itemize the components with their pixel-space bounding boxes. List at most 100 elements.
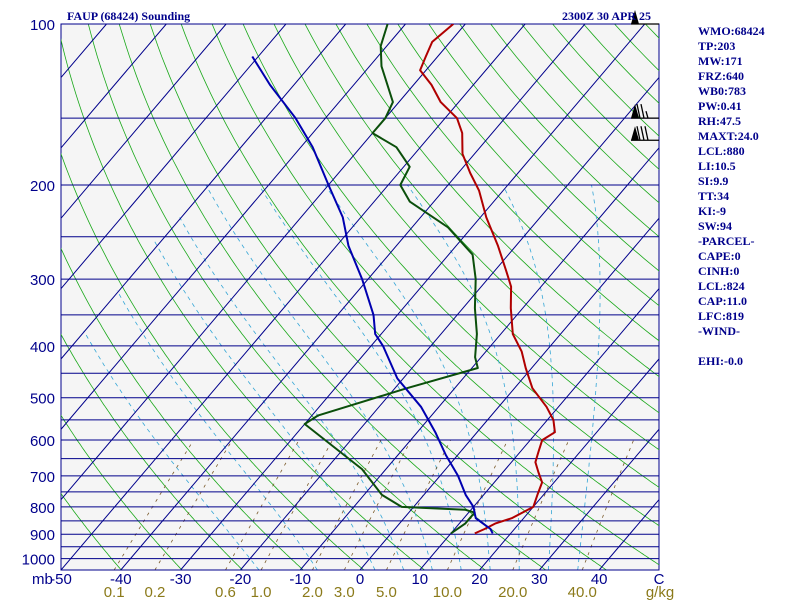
index-value: -PARCEL- [698, 234, 754, 248]
temperature-tick-label: -50 [50, 571, 72, 588]
dry-adiabat [211, 24, 659, 527]
mixing-ratio-line [581, 439, 634, 570]
temperature-tick-label: -40 [110, 571, 132, 588]
dry-adiabat [273, 24, 659, 451]
isotherm [479, 358, 659, 570]
isotherm [61, 24, 526, 570]
temperature-tick-label: 30 [531, 571, 548, 588]
index-value: EHI:-0.0 [698, 354, 743, 368]
moist-adiabat [116, 290, 318, 570]
dry-adiabat [87, 24, 486, 570]
mixing-ratio-unit-label: g/kg [646, 584, 674, 600]
mixing-ratio-label: 5.0 [376, 584, 397, 600]
isotherm [180, 24, 646, 570]
wind-barb [631, 104, 659, 119]
mixing-ratio-line [154, 439, 233, 570]
pressure-tick-label: 700 [30, 469, 55, 486]
wind-barb [631, 126, 659, 141]
moist-adiabat [407, 184, 520, 570]
dry-adiabat [242, 24, 659, 488]
dry-adiabat [61, 247, 304, 570]
index-value: RH:47.5 [698, 114, 741, 128]
dry-adiabat [428, 24, 659, 272]
isotherm [61, 24, 167, 149]
temperature-profile [419, 24, 556, 535]
dry-adiabat [304, 24, 659, 414]
temperature-tick-label: C [654, 571, 665, 588]
dry-adiabat [118, 24, 547, 570]
isotherm [359, 217, 659, 570]
isotherm [299, 147, 659, 570]
isotherm [61, 24, 466, 501]
pressure-tick-label: 200 [30, 178, 55, 195]
mixing-ratio-line [113, 439, 194, 570]
index-value: KI:-9 [698, 204, 726, 218]
dewpoint-profile [303, 24, 479, 535]
parcel-profile [251, 55, 494, 534]
index-value: CINH:0 [698, 264, 739, 278]
temperature-tick-label: 10 [411, 571, 428, 588]
index-value: LCL:824 [698, 279, 745, 293]
isotherm [539, 428, 659, 570]
mixing-ratio-label: 20.0 [498, 584, 527, 600]
mixing-ratio-line [446, 439, 509, 570]
isotherm [61, 24, 347, 360]
plot-area [60, 23, 660, 571]
temperature-tick-label: -30 [170, 571, 192, 588]
index-value: MW:171 [698, 54, 743, 68]
temperature-tick-label: -10 [289, 571, 311, 588]
mixing-ratio-label: 1.0 [251, 584, 272, 600]
dry-adiabat [61, 492, 122, 570]
temperature-tick-label: 40 [591, 571, 608, 588]
pressure-tick-label: 900 [30, 527, 55, 544]
mixing-ratio-label: 2.0 [302, 584, 323, 600]
moist-adiabat [258, 184, 462, 570]
pressure-tick-label: 500 [30, 391, 55, 408]
pressure-tick-label: 600 [30, 433, 55, 450]
mixing-ratio-label: 0.6 [215, 584, 236, 600]
index-value: LFC:819 [698, 309, 744, 323]
isotherm [0, 24, 47, 570]
isotherm [61, 24, 406, 431]
mixing-ratio-label: 40.0 [568, 584, 597, 600]
index-value: CAP:11.0 [698, 294, 747, 308]
moist-adiabat [502, 184, 554, 570]
index-value: CAPE:0 [698, 249, 741, 263]
index-value: WB0:783 [698, 84, 746, 98]
mixing-ratio-line [512, 439, 570, 570]
index-value: WMO:68424 [698, 24, 765, 38]
mixing-ratio-line [225, 439, 300, 570]
isotherm [419, 287, 659, 570]
isotherm [61, 24, 227, 220]
index-value: -WIND- [698, 324, 740, 338]
dry-adiabat [149, 24, 607, 570]
moist-adiabat [577, 184, 601, 570]
dry-adiabat [366, 24, 659, 342]
chart-timestamp: 2300Z 30 APR 25 [562, 9, 651, 23]
index-value: TT:34 [698, 189, 729, 203]
temperature-tick-label: -20 [230, 571, 252, 588]
pressure-tick-label: 800 [30, 500, 55, 517]
temperature-tick-label: 0 [356, 571, 364, 588]
mixing-ratio-label: 10.0 [433, 584, 462, 600]
mixing-ratio-label: 3.0 [334, 584, 355, 600]
pressure-tick-label: 100 [30, 17, 55, 34]
index-value: FRZ:640 [698, 69, 744, 83]
index-value: SI:9.9 [698, 174, 728, 188]
dry-adiabat [61, 414, 183, 570]
pressure-tick-label: 300 [30, 272, 55, 289]
index-value: LI:10.5 [698, 159, 736, 173]
mixing-ratio-label: 0.2 [145, 584, 166, 600]
pressure-unit-label: mb [32, 571, 53, 588]
dry-adiabat [335, 24, 659, 378]
moist-adiabat [324, 184, 491, 570]
isotherm [240, 76, 659, 570]
moist-adiabat [205, 184, 433, 570]
mixing-ratio-line [386, 439, 451, 570]
index-value: TP:203 [698, 39, 735, 53]
index-value: SW:94 [698, 219, 732, 233]
dry-adiabat [61, 333, 243, 570]
dry-adiabat [61, 38, 425, 570]
